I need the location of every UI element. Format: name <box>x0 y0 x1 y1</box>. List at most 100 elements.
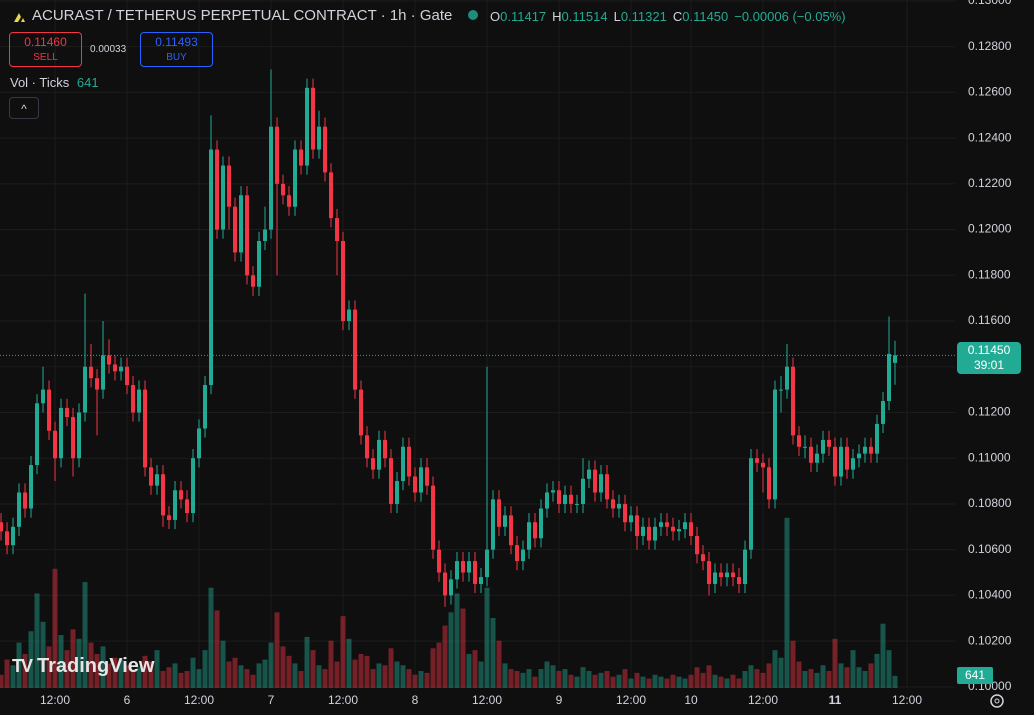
candle-body <box>815 453 820 463</box>
volume-bar <box>184 670 190 688</box>
candle-body <box>233 206 238 253</box>
candle-body <box>107 355 112 365</box>
candle-body <box>23 492 28 509</box>
volume-bar <box>844 667 850 688</box>
volume-bar <box>328 640 334 688</box>
volume-bar <box>106 663 112 688</box>
candle-body <box>275 126 280 184</box>
candle-body <box>653 526 658 541</box>
volume-bar <box>160 670 166 688</box>
volume-bar <box>58 635 64 688</box>
ohlc-value: 0.11321 <box>620 9 667 24</box>
volume-bar <box>784 517 790 688</box>
volume-bar <box>748 665 754 688</box>
volume-bar <box>886 650 892 688</box>
candle-body <box>335 218 340 241</box>
sell-price: 0.11460 <box>24 35 67 49</box>
candle-body <box>149 467 154 486</box>
volume-bar <box>334 661 340 688</box>
candle-body <box>221 165 226 230</box>
candle-body <box>287 195 292 207</box>
volume-bar <box>280 646 286 688</box>
candle-body <box>323 126 328 173</box>
candle-body <box>215 149 220 230</box>
candle-body <box>713 572 718 584</box>
x-tick-label: 12:00 <box>472 693 502 707</box>
candle-body <box>539 508 544 539</box>
volume-bar <box>502 663 508 688</box>
x-tick-label: 6 <box>124 693 131 707</box>
sell-button[interactable]: 0.11460 SELL <box>9 32 82 67</box>
volume-bar <box>856 667 862 688</box>
candle-body <box>869 446 874 454</box>
candle-body <box>485 549 490 578</box>
volume-bar <box>586 670 592 688</box>
candle-body <box>881 401 886 424</box>
volume-bar <box>862 670 868 688</box>
candle-body <box>527 522 532 550</box>
ohlc-key: L <box>613 9 621 24</box>
collapse-button[interactable]: ^ <box>9 97 39 119</box>
volume-bar <box>436 642 442 688</box>
candle-body <box>281 183 286 196</box>
volume-bar <box>352 659 358 688</box>
candle-body <box>515 545 520 562</box>
y-tick-label: 0.10200 <box>968 633 1012 647</box>
volume-bar <box>166 667 172 688</box>
volume-bar <box>664 678 670 688</box>
candle-body <box>761 462 766 468</box>
volume-bar <box>424 672 430 688</box>
logo-text: TradingView <box>37 655 155 677</box>
volume-bar <box>292 663 298 688</box>
candle-body <box>809 446 814 463</box>
candle-body <box>773 389 778 500</box>
volume-bar <box>544 661 550 688</box>
candle-body <box>461 561 466 573</box>
candle-body <box>797 435 802 447</box>
volume-bar <box>892 675 898 688</box>
candle-body <box>755 458 760 463</box>
candle-body <box>53 430 58 459</box>
volume-bar <box>76 638 82 688</box>
candle-body <box>557 490 562 504</box>
candle-body <box>29 465 34 509</box>
candle-body <box>875 423 880 454</box>
candle-body <box>743 549 748 584</box>
volume-bar <box>682 678 688 688</box>
buy-button[interactable]: 0.11493 BUY <box>140 32 213 67</box>
settings-icon[interactable] <box>987 691 1007 711</box>
volume-bar <box>568 674 574 688</box>
volume-bar <box>364 655 370 688</box>
volume-bar <box>418 670 424 688</box>
volume-bar <box>400 665 406 688</box>
candle-body <box>425 467 430 486</box>
volume-bar <box>820 665 826 688</box>
volume-bar <box>508 669 514 688</box>
volume-bar <box>574 676 580 688</box>
volume-bar <box>478 661 484 688</box>
volume-bar <box>142 655 148 688</box>
volume-bar <box>148 661 154 688</box>
candle-body <box>197 428 202 459</box>
candle-body <box>239 195 244 253</box>
candle-body <box>599 474 604 493</box>
candle-body <box>419 467 424 493</box>
candle-body <box>359 389 364 436</box>
candle-body <box>209 149 214 386</box>
volume-bar <box>70 629 76 688</box>
buy-price: 0.11493 <box>155 35 198 49</box>
candle-body <box>125 366 130 386</box>
volume-bar <box>580 667 586 688</box>
volume-bar <box>550 665 556 688</box>
ohlc-key: H <box>552 9 562 24</box>
candle-body <box>707 561 712 584</box>
candle-body <box>455 561 460 580</box>
volume-bar <box>460 608 466 688</box>
volume-bar <box>850 650 856 688</box>
volume-bar <box>22 653 28 688</box>
y-tick-label: 0.12000 <box>968 222 1012 236</box>
candle-body <box>749 458 754 550</box>
candle-body <box>563 494 568 504</box>
candle-body <box>449 579 454 596</box>
volume-bar <box>868 663 874 688</box>
